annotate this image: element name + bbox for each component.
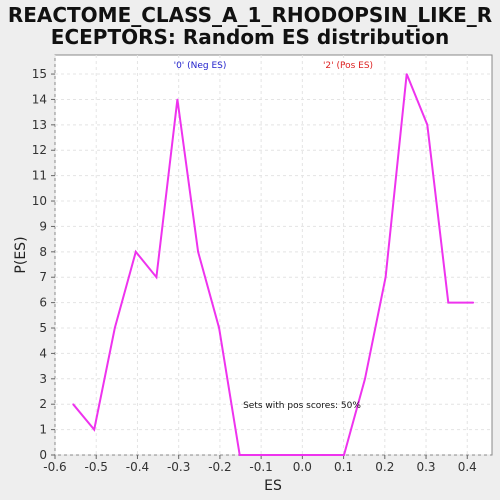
data-point <box>259 454 262 456</box>
chart-title-line2: ECEPTORS: Random ES distribution <box>51 25 449 49</box>
data-point <box>447 301 450 304</box>
data-point <box>301 454 304 456</box>
y-tick-label: 13 <box>32 118 47 132</box>
legend-neg-es: '0' (Neg ES) <box>174 61 227 71</box>
y-tick-label: 15 <box>32 67 47 81</box>
y-tick-label: 9 <box>39 219 47 233</box>
grid <box>54 55 492 456</box>
y-tick-label: 1 <box>39 423 47 437</box>
data-point <box>384 276 387 279</box>
y-tick-label: 5 <box>39 321 47 335</box>
y-tick-label: 3 <box>39 372 47 386</box>
data-point <box>176 98 179 101</box>
x-tick-label: 0.1 <box>334 460 353 474</box>
data-point <box>238 454 241 456</box>
data-point <box>197 251 199 253</box>
y-tick-label: 12 <box>32 143 47 157</box>
data-point <box>364 378 366 380</box>
y-axis-label: P(ES) <box>13 236 29 273</box>
x-tick-label: -0.5 <box>85 460 108 474</box>
y-tick-label: 14 <box>32 92 47 106</box>
x-tick-label: 0.2 <box>375 460 394 474</box>
data-point <box>218 327 220 329</box>
x-tick-label: -0.3 <box>167 460 190 474</box>
data-point <box>468 301 470 304</box>
y-tick-label: 11 <box>32 169 47 183</box>
y-tick-label: 7 <box>39 270 47 284</box>
data-point <box>72 403 74 406</box>
plot-area <box>54 54 493 456</box>
x-tick-label: -0.1 <box>249 460 272 474</box>
y-tick-label: 4 <box>39 346 47 360</box>
data-point <box>426 124 429 126</box>
y-tick-label: 0 <box>39 448 47 462</box>
data-point <box>280 454 283 456</box>
data-point <box>93 428 95 431</box>
data-point <box>135 251 137 253</box>
y-tick-label: 10 <box>32 194 47 208</box>
data-point <box>114 327 116 329</box>
data-point <box>343 454 345 456</box>
x-tick-label: -0.2 <box>208 460 231 474</box>
pos-scores-annotation: Sets with pos scores: 50% <box>243 401 361 411</box>
x-tick-label: 0.3 <box>416 460 435 474</box>
y-tick-label: 6 <box>39 296 47 310</box>
y-tick-label: 8 <box>39 245 47 259</box>
legend-pos-es: '2' (Pos ES) <box>323 61 373 71</box>
x-axis-ticks: -0.6 -0.5 -0.4 -0.3 -0.2 -0.1 0.0 0.1 0.2 0.3 0.4 <box>43 455 477 474</box>
series-group <box>72 73 475 456</box>
chart-title-line1: REACTOME_CLASS_A_1_RHODOPSIN_LIKE_R <box>8 3 492 27</box>
x-tick-label: 0.0 <box>293 460 312 474</box>
x-tick-label: -0.6 <box>43 460 66 474</box>
data-point <box>405 73 408 75</box>
data-point <box>322 454 325 456</box>
x-tick-label: -0.4 <box>126 460 149 474</box>
data-point <box>155 276 158 279</box>
data-point <box>472 301 475 304</box>
x-axis-label: ES <box>264 478 282 494</box>
y-tick-label: 2 <box>39 397 47 411</box>
x-tick-label: 0.4 <box>458 460 477 474</box>
